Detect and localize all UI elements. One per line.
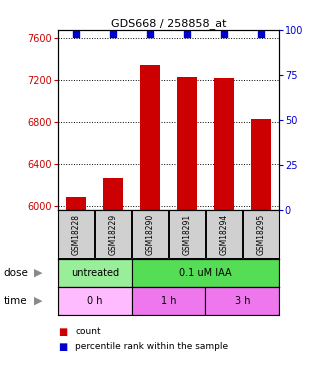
Title: GDS668 / 258858_at: GDS668 / 258858_at — [111, 18, 226, 29]
Point — [147, 31, 153, 37]
Point — [184, 31, 189, 37]
Point — [74, 31, 79, 37]
Bar — [177, 77, 197, 210]
Text: GSM18228: GSM18228 — [72, 214, 81, 255]
Bar — [132, 259, 279, 287]
Bar — [132, 210, 168, 258]
Bar — [206, 210, 242, 258]
Text: ■: ■ — [58, 342, 67, 352]
Text: dose: dose — [3, 268, 28, 278]
Bar — [140, 64, 160, 210]
Text: ▶: ▶ — [34, 268, 43, 278]
Text: percentile rank within the sample: percentile rank within the sample — [75, 342, 229, 351]
Text: GSM18290: GSM18290 — [145, 214, 155, 255]
Text: GSM18295: GSM18295 — [256, 214, 265, 255]
Bar — [214, 78, 234, 210]
Bar — [205, 287, 279, 315]
Text: 0.1 uM IAA: 0.1 uM IAA — [179, 268, 232, 278]
Bar — [58, 210, 94, 258]
Bar — [66, 198, 86, 210]
Point — [258, 31, 263, 37]
Bar — [58, 259, 132, 287]
Text: 0 h: 0 h — [87, 296, 102, 306]
Text: ▶: ▶ — [34, 296, 43, 306]
Text: time: time — [3, 296, 27, 306]
Bar — [169, 210, 205, 258]
Bar — [58, 287, 132, 315]
Text: 3 h: 3 h — [235, 296, 250, 306]
Bar — [103, 177, 123, 210]
Text: GSM18229: GSM18229 — [108, 214, 118, 255]
Text: GSM18291: GSM18291 — [182, 214, 192, 255]
Bar — [95, 210, 131, 258]
Bar — [132, 287, 205, 315]
Text: 1 h: 1 h — [161, 296, 176, 306]
Point — [110, 31, 116, 37]
Bar — [251, 119, 271, 210]
Bar — [243, 210, 279, 258]
Text: count: count — [75, 327, 101, 336]
Text: ■: ■ — [58, 327, 67, 337]
Text: GSM18294: GSM18294 — [219, 214, 229, 255]
Point — [221, 31, 226, 37]
Text: untreated: untreated — [71, 268, 119, 278]
